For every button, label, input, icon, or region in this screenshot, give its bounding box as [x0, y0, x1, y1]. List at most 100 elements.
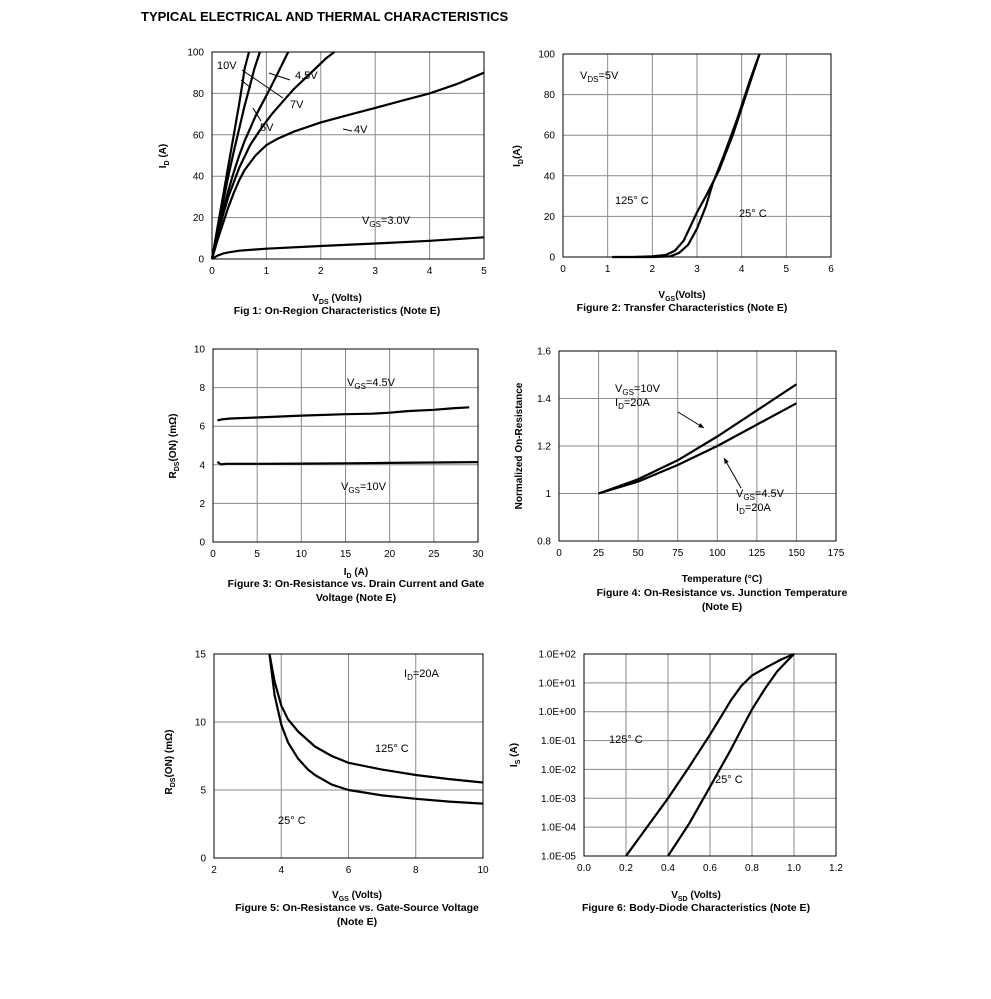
y-tick-label: 100 [187, 48, 204, 59]
y-tick-label: 1.0E-01 [541, 736, 576, 747]
series-line-vgs-10v [216, 461, 479, 466]
fig6-y-axis-title: IS (A) [509, 743, 522, 767]
series-label: 5V [260, 122, 274, 134]
fig2-x-axis-title: VGS(Volts) [658, 290, 705, 303]
x-tick-label: 1.0 [787, 863, 801, 874]
y-tick-label: 60 [544, 131, 556, 142]
x-tick-label: 10 [296, 549, 308, 560]
fig4-chart: 0 25 50 75 100 125 150 1750.811.21.41.6VGS=10VI… [514, 347, 848, 614]
series-label: ID=20A [404, 668, 440, 682]
fig6-chart: 0.0 0.2 0.4 0.6 0.8 1.0 1.2 1.0E-05 1.0E-04 1.0E-… [509, 650, 843, 915]
y-tick-label: 20 [193, 213, 205, 224]
x-tick-label: 30 [472, 549, 484, 560]
series-line-vgs-10v-id-20a [598, 383, 798, 495]
series-label: VDS=5V [580, 70, 619, 84]
x-tick-label: 6 [346, 865, 352, 876]
series-line-125-c [612, 53, 761, 259]
series-label: 4V [354, 124, 368, 136]
x-tick-label: 25 [428, 549, 440, 560]
x-tick-label: 0 [210, 549, 216, 560]
y-tick-label: 0 [200, 854, 206, 865]
y-tick-label: 20 [544, 212, 556, 223]
series-label: VGS=10V [341, 481, 387, 495]
x-tick-label: 1.2 [829, 863, 843, 874]
fig6-x-axis-title: VSD (Volts) [671, 890, 721, 903]
fig4-y-axis-title: Normalized On-Resistance [514, 382, 525, 509]
x-tick-label: 1 [264, 266, 270, 277]
series-label: 125° C [615, 195, 649, 207]
series-line-25-c [634, 53, 761, 259]
y-tick-label: 100 [538, 50, 555, 61]
arrow-head [698, 423, 704, 428]
series-label: ID=20A [736, 502, 772, 516]
x-tick-label: 0 [556, 548, 562, 559]
x-tick-label: 5 [481, 266, 487, 277]
series-line-vgs-4-5v [217, 406, 470, 422]
y-tick-label: 0 [198, 255, 204, 266]
x-tick-label: 50 [633, 548, 645, 559]
y-tick-label: 1 [545, 489, 551, 500]
fig5-caption: Figure 5: On-Resistance vs. Gate-Source … [235, 902, 479, 928]
fig1-caption: Fig 1: On-Region Characteristics (Note E… [234, 305, 441, 317]
x-tick-label: 125 [749, 548, 766, 559]
y-tick-label: 1.2 [537, 442, 551, 453]
series-label: 125° C [609, 734, 643, 746]
series-line-vgs-4-5v-id-20a [598, 402, 797, 495]
x-tick-label: 0.6 [703, 863, 717, 874]
y-tick-label: 0 [549, 253, 555, 264]
fig4-plot-frame [558, 350, 837, 542]
leader-line [252, 107, 262, 122]
arrow-head [724, 458, 729, 464]
y-tick-label: 1.0E-03 [541, 794, 576, 805]
fig1-y-axis-title: ID (A) [158, 144, 171, 169]
x-tick-label: 3 [372, 266, 378, 277]
y-tick-label: 1.0E+01 [538, 678, 576, 689]
fig3-chart: 0 5 10 15 20 25 30 0 2 4 6 8 10 VGS=4.5V VGS=10V ID (A)… [168, 345, 485, 605]
fig1-chart: 0 1 2 3 4 5 0 20 40 60 80 100 10V 4.5V 7V 5V 4V VGS=3.0V V… [158, 48, 487, 318]
leader-line [241, 69, 284, 99]
fig3-x-axis-title: ID (A) [344, 567, 369, 580]
x-tick-label: 5 [254, 549, 260, 560]
series-label: VGS=4.5V [347, 377, 396, 391]
series-label: VGS=10V [615, 383, 661, 397]
series-label: 25° C [715, 774, 743, 786]
y-tick-label: 1.0E-05 [541, 852, 576, 863]
y-tick-label: 6 [199, 422, 205, 433]
leader-line [342, 128, 353, 132]
x-tick-label: 0.2 [619, 863, 633, 874]
y-tick-label: 1.0E+02 [538, 650, 576, 661]
x-tick-label: 2 [650, 264, 656, 275]
x-tick-label: 4 [278, 865, 284, 876]
y-tick-label: 80 [193, 89, 205, 100]
leader-line [268, 72, 291, 81]
x-tick-label: 6 [828, 264, 834, 275]
y-tick-label: 15 [195, 650, 207, 661]
fig4-x-axis-title: Temperature (°C) [682, 574, 763, 585]
fig3-plot-frame [212, 348, 479, 543]
fig6-caption: Figure 6: Body-Diode Characteristics (No… [582, 902, 810, 914]
fig5-x-axis-title: VGS (Volts) [332, 890, 382, 903]
fig5-grid [213, 653, 484, 859]
y-tick-label: 0.8 [537, 537, 551, 548]
y-tick-label: 10 [194, 345, 206, 356]
y-tick-label: 8 [199, 383, 205, 394]
x-tick-label: 0.8 [745, 863, 759, 874]
fig5-y-axis-title: RDS(ON) (mΩ) [164, 730, 177, 795]
fig2-caption: Figure 2: Transfer Characteristics (Note… [577, 302, 788, 314]
series-label: 25° C [739, 208, 767, 220]
fig5-chart: 2 4 6 8 10 0 5 10 15 ID=20A 125° C 25° C VGS (Volts)… [164, 650, 489, 929]
y-tick-label: 1.4 [537, 394, 551, 405]
fig2-y-axis-title: ID(A) [512, 145, 525, 167]
y-tick-label: 5 [200, 786, 206, 797]
x-tick-label: 2 [318, 266, 324, 277]
x-tick-label: 20 [384, 549, 396, 560]
series-line-25-c [268, 653, 484, 805]
y-tick-label: 1.0E-04 [541, 823, 576, 834]
series-label: 125° C [375, 743, 409, 755]
x-tick-label: 8 [413, 865, 419, 876]
series-line-vgs-3-0v [211, 236, 485, 260]
x-tick-label: 3 [694, 264, 700, 275]
x-tick-label: 100 [709, 548, 726, 559]
